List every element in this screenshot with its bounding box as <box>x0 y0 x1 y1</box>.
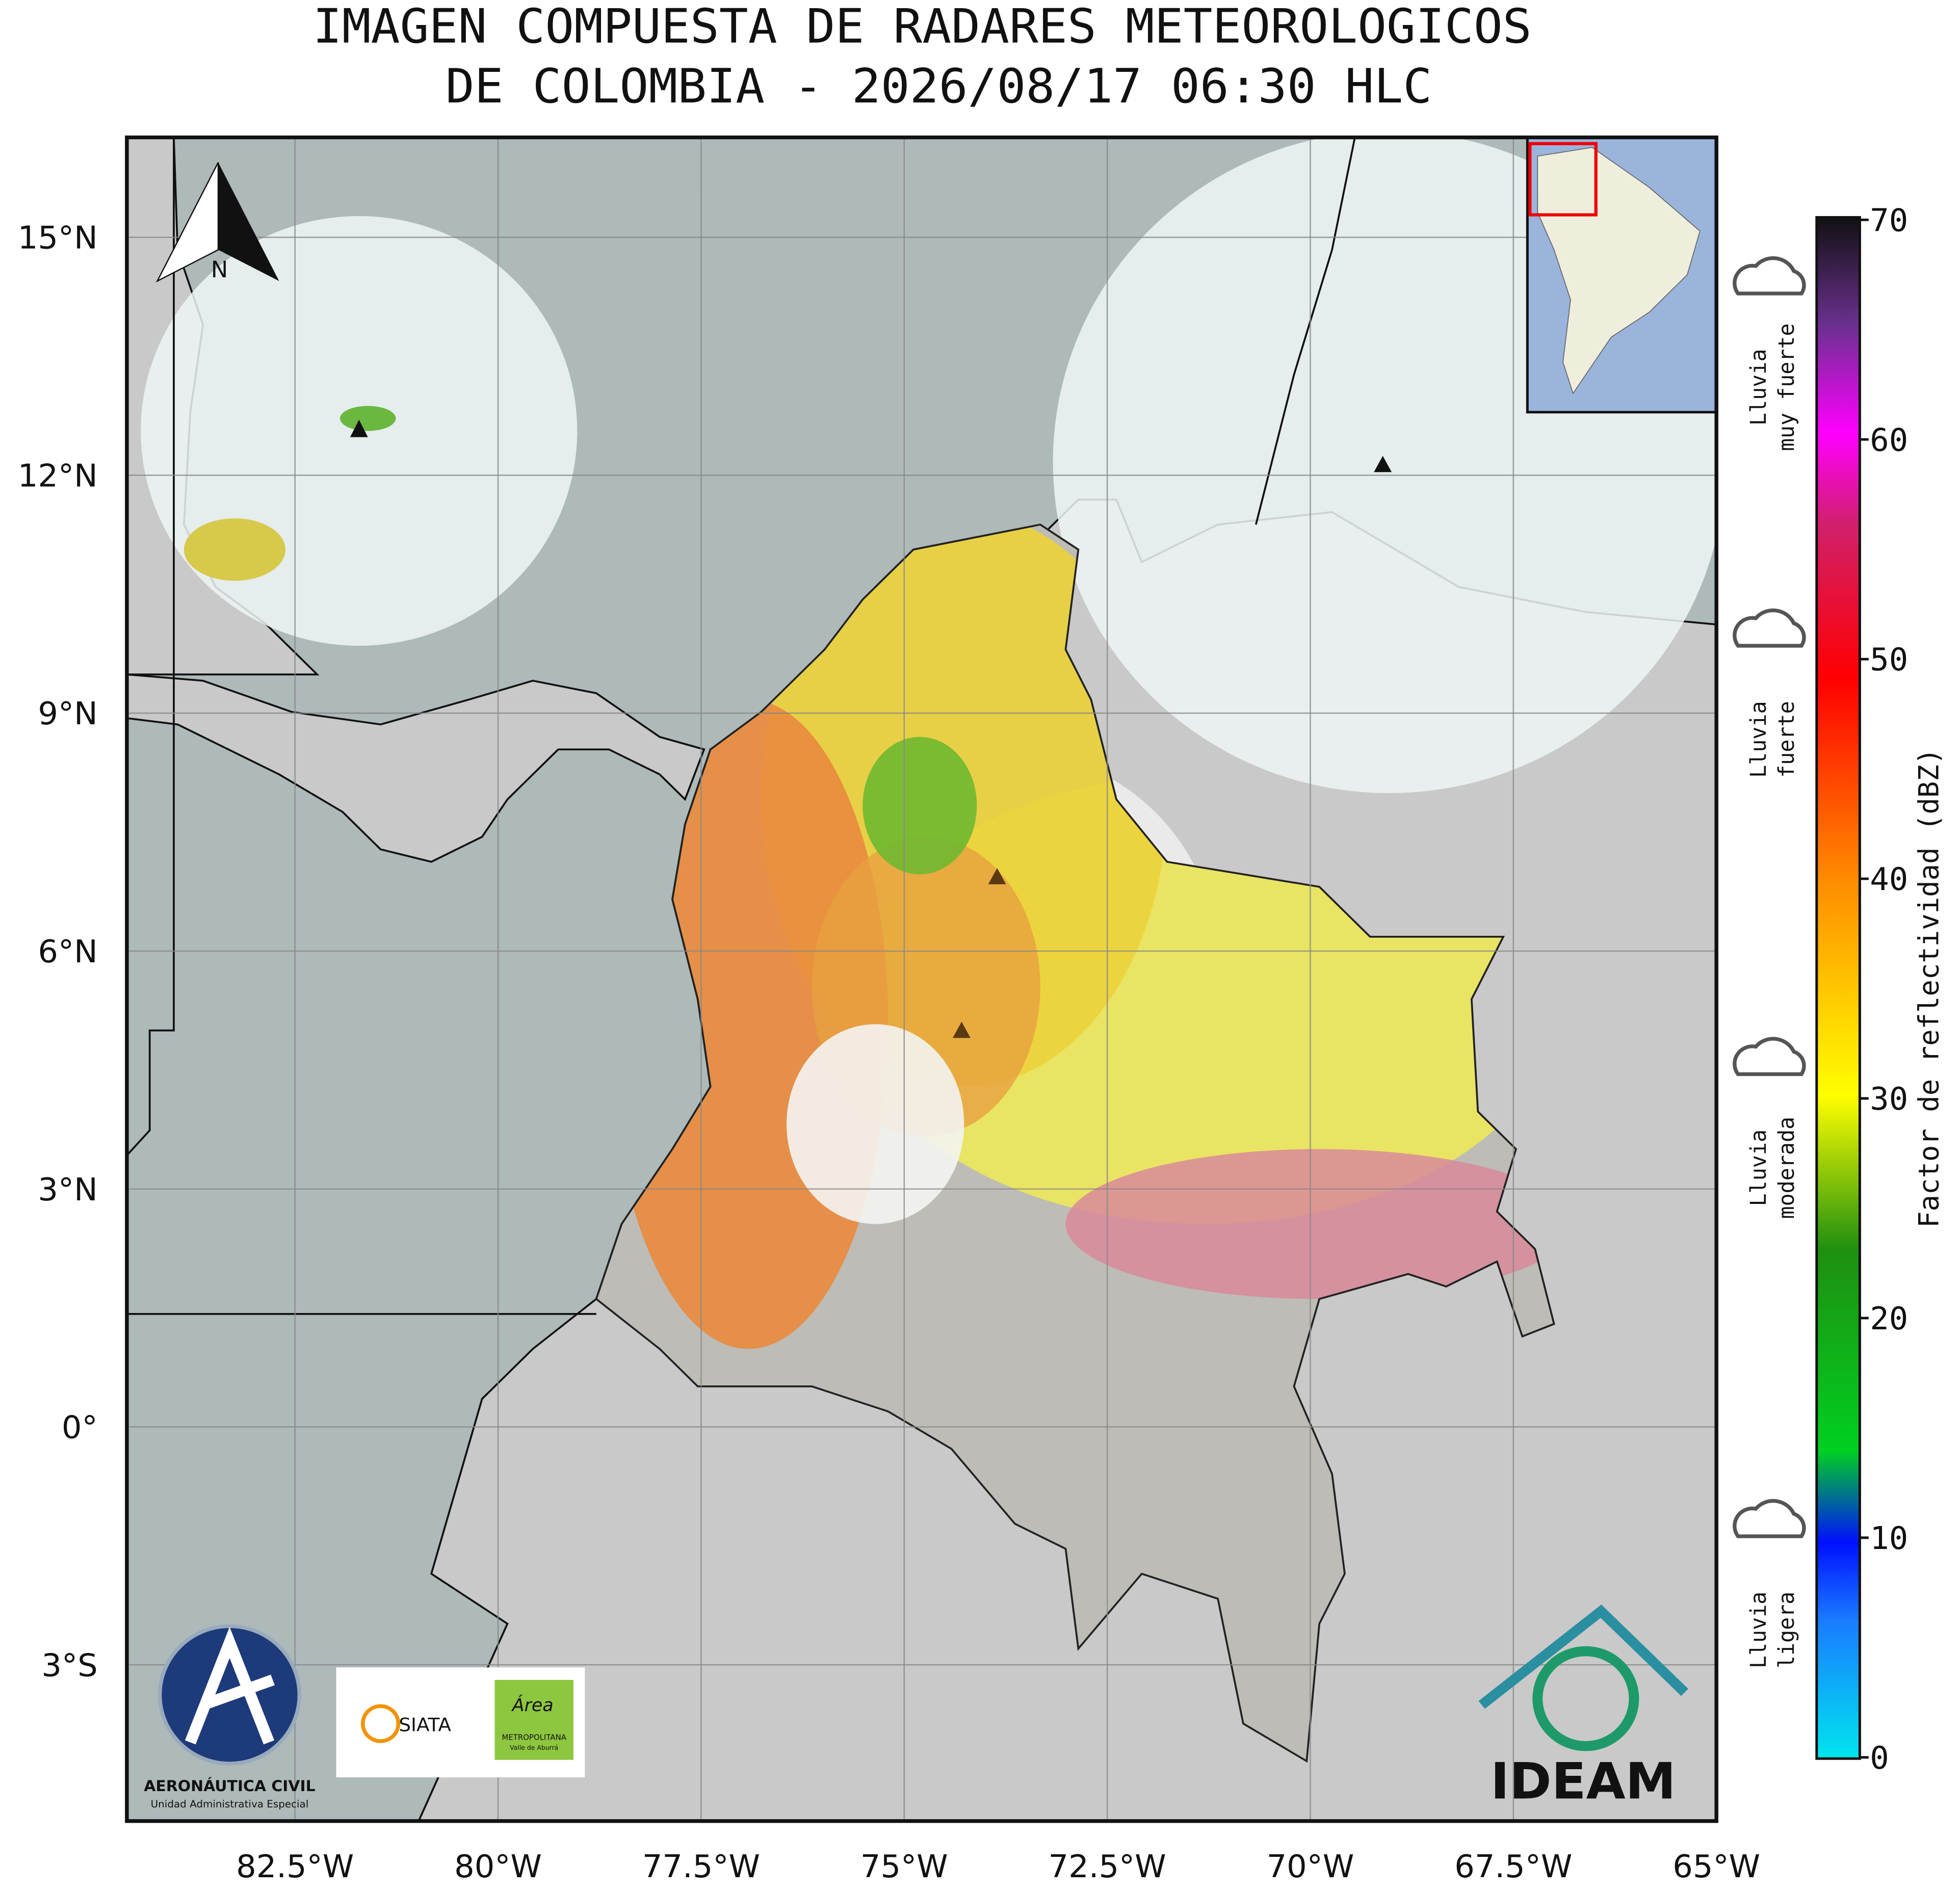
y-tick-label: 9°N <box>38 696 97 732</box>
cloud-icon <box>1733 608 1806 648</box>
x-tick-label: 77.5°W <box>642 1848 760 1884</box>
radar-site <box>952 1021 971 1038</box>
cloud-icon <box>1733 256 1806 296</box>
north-label: N <box>211 257 228 283</box>
reflectivity <box>863 737 977 875</box>
radar-site <box>1374 456 1392 472</box>
annotations: 82.5°W 80°W 77.5°W 75°W 72.5°W 70°W 67.5°W 65°W… <box>18 202 1908 1885</box>
colorbar-tick-label: 10 <box>1870 1520 1908 1556</box>
area-logo <box>494 1679 573 1760</box>
x-tick-label: 67.5°W <box>1454 1848 1572 1884</box>
cloud-icon <box>1733 1499 1806 1538</box>
siata-logo <box>361 1704 401 1743</box>
ideam-logo <box>1532 1646 1639 1751</box>
x-tick-label: 82.5°W <box>236 1848 354 1884</box>
ideam-logo <box>1478 1605 1688 1709</box>
rain-label: moderada <box>1774 1117 1799 1219</box>
x-tick-label: 65°W <box>1672 1848 1760 1884</box>
reflectivity <box>1065 1149 1554 1299</box>
x-tick-label: 70°W <box>1267 1848 1354 1884</box>
rain-label: Lluvia <box>1746 701 1771 777</box>
boundary <box>126 137 175 1156</box>
land <box>126 673 705 863</box>
country-border <box>595 523 1555 1763</box>
rain-label: fuerte <box>1774 701 1799 777</box>
y-tick-label: 6°N <box>38 933 97 969</box>
logo-text: METROPOLITANA <box>502 1734 566 1742</box>
colorbar-tick-label: 0 <box>1870 1740 1889 1776</box>
logo-text: Valle de Aburrá <box>510 1744 558 1751</box>
map-body: N AERONÁUTICA CIVIL Unidad Administrativ… <box>126 137 1717 1821</box>
rain-label: ligera <box>1774 1592 1799 1668</box>
boundary <box>1255 137 1356 525</box>
x-tick-label: 80°W <box>454 1848 542 1884</box>
y-tick-label: 3°N <box>38 1171 97 1207</box>
radar-site <box>988 868 1006 884</box>
y-tick-label: 15°N <box>18 220 98 256</box>
title: DE COLOMBIA - 2026/08/17 06:30 HLC <box>446 59 1432 114</box>
colorbar-tick-label: 40 <box>1870 861 1908 898</box>
grid <box>126 137 1717 1821</box>
colorbar-tick-label: 30 <box>1870 1081 1908 1117</box>
title: IMAGEN COMPUESTA DE RADARES METEOROLOGIC… <box>313 0 1532 54</box>
north-arrow <box>155 162 219 283</box>
cloud-icon <box>1733 1037 1806 1076</box>
echo <box>184 518 285 581</box>
colorbar-tick-label: 50 <box>1870 642 1908 678</box>
logo-text: AERONÁUTICA CIVIL <box>144 1777 316 1795</box>
y-tick-label: 0° <box>62 1409 98 1446</box>
logo-text: SIATA <box>399 1714 451 1736</box>
logo-text: Unidad Administrativa Especial <box>151 1798 309 1810</box>
y-tick-label: 12°N <box>18 458 98 494</box>
rain-label: Lluvia <box>1746 1130 1771 1206</box>
x-tick-label: 72.5°W <box>1049 1848 1166 1884</box>
inset-land <box>1537 147 1701 395</box>
colorbar <box>1815 216 1861 1760</box>
rain-label: Lluvia <box>1746 349 1771 425</box>
aerocivil-logo <box>185 1626 275 1745</box>
inset-extent <box>1528 142 1598 217</box>
x-tick-label: 75°W <box>860 1848 948 1884</box>
colorbar-tick-label: 20 <box>1870 1300 1908 1336</box>
y-tick-label: 3°S <box>41 1647 97 1684</box>
map-frame <box>125 135 1718 1823</box>
logo-text: IDEAM <box>1491 1752 1676 1810</box>
colorbar-tick-label: 70 <box>1870 202 1908 239</box>
radar-site <box>350 419 368 437</box>
colorbar-tick-label: 60 <box>1870 422 1908 458</box>
reflectivity <box>786 1024 964 1224</box>
colorbar-label: Factor de reflectividad (dBZ) <box>1913 748 1945 1228</box>
rain-label: Lluvia <box>1746 1592 1771 1668</box>
rain-label: muy fuerte <box>1774 323 1799 451</box>
echo <box>339 406 396 431</box>
logo-text: Área <box>511 1695 554 1716</box>
